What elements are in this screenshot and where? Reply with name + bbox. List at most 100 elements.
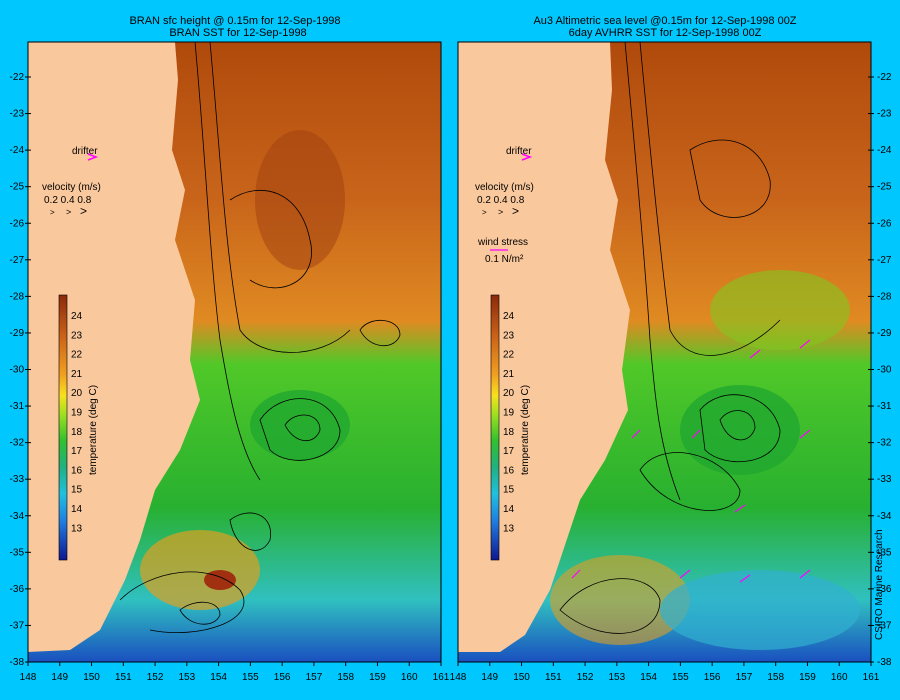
- colorbar-tick-label: 14: [503, 504, 515, 515]
- left-velocity-title: velocity (m/s): [42, 182, 101, 193]
- right-wind-title: wind stress: [477, 237, 528, 248]
- y-tick-label: -28: [877, 291, 892, 302]
- colorbar-tick-label: 17: [71, 446, 83, 457]
- right-drifter-icon: [521, 153, 533, 161]
- y-tick-label: -32: [10, 438, 25, 449]
- y-tick-label: -38: [10, 657, 25, 668]
- colorbar-tick-label: 13: [503, 523, 515, 534]
- y-tick-label: -37: [877, 620, 892, 631]
- y-tick-label: -34: [10, 511, 25, 522]
- x-tick-label: 161: [863, 672, 880, 683]
- y-tick-label: -27: [877, 255, 892, 266]
- x-tick-label: 151: [115, 672, 132, 683]
- svg-text:>: >: [80, 204, 87, 218]
- y-tick-label: -25: [10, 182, 25, 193]
- y-tick-label: -34: [877, 511, 892, 522]
- y-tick-label: -35: [10, 547, 25, 558]
- colorbar-tick-label: 18: [503, 427, 515, 438]
- svg-text:>: >: [66, 207, 71, 217]
- y-tick-label: -23: [10, 109, 25, 120]
- x-tick-label: 149: [51, 672, 68, 683]
- svg-text:>: >: [512, 204, 519, 218]
- x-tick-label: 160: [831, 672, 848, 683]
- x-tick-label: 151: [545, 672, 562, 683]
- colorbar-tick-label: 15: [71, 485, 83, 496]
- y-tick-label: -23: [877, 109, 892, 120]
- y-tick-label: -28: [10, 291, 25, 302]
- colorbar-tick-label: 24: [71, 311, 83, 322]
- right-map-panel: [457, 41, 872, 663]
- svg-text:>: >: [482, 208, 487, 217]
- x-tick-label: 155: [242, 672, 259, 683]
- left-title-line1: BRAN sfc height @ 0.15m for 12-Sep-1998: [129, 15, 340, 27]
- y-tick-label: -26: [10, 218, 25, 229]
- colorbar-tick-label: 17: [503, 446, 515, 457]
- y-tick-label: -30: [10, 365, 25, 376]
- y-tick-label: -24: [10, 145, 25, 156]
- x-tick-label: 157: [736, 672, 753, 683]
- left-velocity-arrows: > > >: [50, 204, 87, 218]
- x-tick-label: 148: [20, 672, 37, 683]
- colorbar-tick-label: 13: [71, 523, 83, 534]
- y-tick-label: -38: [877, 657, 892, 668]
- left-contours: [119, 41, 401, 633]
- right-land-mass: [458, 42, 630, 652]
- y-tick-label: -33: [10, 474, 25, 485]
- colorbar-tick-label: 22: [71, 350, 83, 361]
- colorbar-tick-label: 15: [503, 485, 515, 496]
- x-tick-label: 154: [210, 672, 227, 683]
- colorbar-tick-label: 18: [71, 427, 83, 438]
- right-drifter-label: drifter: [506, 146, 532, 157]
- right-velocity-arrows: > > >: [482, 204, 519, 218]
- x-tick-label: 158: [337, 672, 354, 683]
- y-tick-label: -30: [877, 365, 892, 376]
- y-tick-label: -22: [10, 72, 25, 83]
- x-tick-label: 156: [704, 672, 721, 683]
- x-tick-label: 160: [401, 672, 418, 683]
- left-map-panel: [27, 41, 442, 663]
- x-tick-label: 152: [577, 672, 594, 683]
- right-contours: [559, 41, 781, 634]
- colorbar-tick-label: 20: [503, 388, 515, 399]
- y-tick-label: -22: [877, 72, 892, 83]
- y-tick-label: -37: [10, 620, 25, 631]
- x-tick-label: 158: [767, 672, 784, 683]
- left-drifter-icon: [87, 153, 99, 161]
- left-land-mass: [28, 42, 200, 652]
- x-tick-label: 153: [609, 672, 626, 683]
- left-drifter-label: drifter: [72, 146, 98, 157]
- right-colorbar-label: temperature (deg C): [520, 385, 531, 475]
- x-tick-label: 150: [83, 672, 100, 683]
- y-tick-label: -25: [877, 182, 892, 193]
- colorbar-tick-label: 23: [503, 330, 515, 341]
- x-tick-label: 159: [799, 672, 816, 683]
- svg-text:>: >: [50, 208, 55, 217]
- colorbar-tick-label: 19: [503, 408, 515, 419]
- y-tick-label: -31: [10, 401, 25, 412]
- x-tick-label: 155: [672, 672, 689, 683]
- right-frame: [457, 41, 872, 663]
- credit-text: CSIRO Marine Research: [874, 529, 885, 640]
- right-colorbar: 24 23 22 21 20 19 18 17 16 15 14 13 temperature (de…: [490, 294, 531, 561]
- x-tick-label: 157: [306, 672, 323, 683]
- x-tick-label: 159: [369, 672, 386, 683]
- svg-text:>: >: [498, 207, 503, 217]
- right-y-axis: -22 -23 -24 -25 -26 -27 -28 -29 -30 -31 -32 -33 -34 -…: [868, 72, 892, 668]
- left-frame: [27, 41, 442, 663]
- x-tick-label: 156: [274, 672, 291, 683]
- right-velocity-values: 0.2 0.4 0.8: [477, 195, 525, 206]
- right-wind-value: 0.1 N/m²: [485, 254, 524, 265]
- x-tick-label: 152: [147, 672, 164, 683]
- right-wind-arrows: [571, 339, 811, 583]
- x-tick-label: 150: [513, 672, 530, 683]
- right-velocity-title: velocity (m/s): [475, 182, 534, 193]
- colorbar-tick-label: 19: [71, 408, 83, 419]
- colorbar-tick-label: 16: [503, 465, 515, 476]
- y-tick-label: -27: [10, 255, 25, 266]
- x-tick-label: 149: [481, 672, 498, 683]
- left-title-line2: BRAN SST for 12-Sep-1998: [169, 27, 306, 39]
- right-title-line1: Au3 Altimetric sea level @0.15m for 12-S…: [533, 15, 796, 27]
- colorbar-tick-label: 21: [71, 369, 83, 380]
- y-tick-label: -33: [877, 474, 892, 485]
- x-tick-label: 153: [179, 672, 196, 683]
